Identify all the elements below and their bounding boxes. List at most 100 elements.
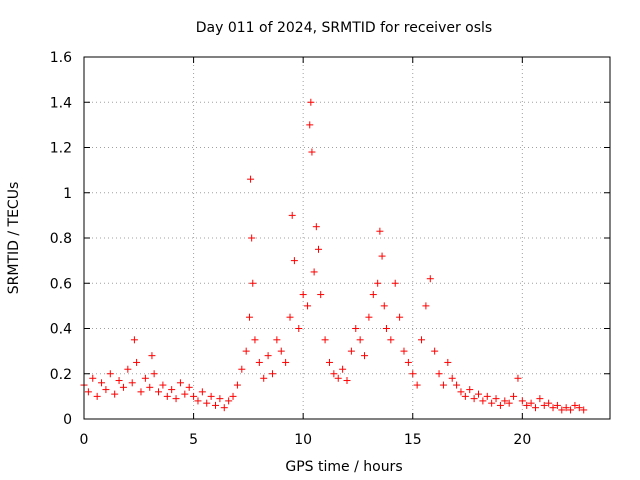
data-point <box>264 352 272 360</box>
data-point <box>141 374 149 382</box>
data-point <box>369 291 377 299</box>
data-point <box>435 370 443 378</box>
data-point <box>146 383 154 391</box>
x-tick-label: 0 <box>80 432 89 448</box>
data-point <box>203 399 211 407</box>
data-point <box>466 386 474 394</box>
data-point <box>325 358 333 366</box>
data-point <box>514 374 522 382</box>
data-point <box>575 404 583 412</box>
data-point <box>562 404 570 412</box>
data-point <box>130 336 138 344</box>
data-point <box>119 383 127 391</box>
data-point <box>220 404 228 412</box>
data-point <box>536 395 544 403</box>
data-point <box>198 388 206 396</box>
data-point <box>150 370 158 378</box>
data-point <box>409 370 417 378</box>
y-tick-label: 1.4 <box>50 95 72 111</box>
data-point <box>558 406 566 414</box>
data-point <box>317 291 325 299</box>
data-point <box>249 279 257 287</box>
data-point <box>527 399 535 407</box>
data-point <box>523 401 531 409</box>
data-point <box>115 377 123 385</box>
data-point <box>580 406 588 414</box>
data-point <box>308 148 316 156</box>
data-point <box>361 352 369 360</box>
data-point <box>439 381 447 389</box>
data-point <box>531 404 539 412</box>
data-point <box>306 121 314 129</box>
x-tick-label: 20 <box>513 432 531 448</box>
data-point <box>268 370 276 378</box>
data-point <box>216 395 224 403</box>
data-point <box>290 257 298 265</box>
data-point <box>448 374 456 382</box>
data-point <box>273 336 281 344</box>
y-tick-label: 1.2 <box>50 141 72 157</box>
data-point <box>225 397 233 405</box>
data-point <box>93 392 101 400</box>
data-point <box>567 406 575 414</box>
data-point <box>194 397 202 405</box>
data-point <box>553 401 561 409</box>
x-tick-label: 5 <box>189 432 198 448</box>
data-point <box>505 399 513 407</box>
data-point <box>207 392 215 400</box>
data-point <box>453 381 461 389</box>
data-point <box>89 374 97 382</box>
data-point <box>510 392 518 400</box>
data-point <box>310 268 318 276</box>
y-tick-label: 1.6 <box>50 50 72 66</box>
data-point <box>295 325 303 332</box>
data-point <box>444 358 452 366</box>
data-point <box>475 390 482 398</box>
data-point <box>148 352 156 360</box>
data-point <box>470 395 478 403</box>
data-point <box>343 377 351 385</box>
data-point <box>431 347 439 355</box>
data-point <box>321 336 329 344</box>
data-point <box>483 392 491 400</box>
data-point <box>212 401 219 409</box>
data-point <box>84 388 92 396</box>
data-point <box>233 381 241 389</box>
data-point <box>111 390 119 398</box>
data-point <box>352 325 360 332</box>
data-point <box>378 252 386 260</box>
data-point <box>155 388 163 396</box>
data-point <box>288 211 296 219</box>
data-point <box>159 381 167 389</box>
data-point <box>307 98 315 106</box>
data-point <box>380 302 388 310</box>
data-point <box>540 401 548 409</box>
data-point <box>185 383 193 391</box>
data-point <box>404 358 412 366</box>
x-tick-label: 10 <box>294 432 312 448</box>
data-point <box>277 347 285 355</box>
y-axis-label: SRMTID / TECUs <box>6 182 22 295</box>
data-point <box>238 365 246 373</box>
y-tick-label: 0.8 <box>50 231 72 247</box>
data-point <box>501 397 509 405</box>
data-point <box>163 392 171 400</box>
data-points <box>80 98 588 414</box>
data-point <box>391 279 399 287</box>
data-point <box>365 313 373 321</box>
data-point <box>133 358 141 366</box>
grid <box>84 57 610 419</box>
data-point <box>190 392 198 400</box>
data-point <box>282 358 290 366</box>
data-point <box>479 397 487 405</box>
data-point <box>339 365 347 373</box>
data-point <box>255 358 263 366</box>
data-point <box>181 390 189 398</box>
data-point <box>545 399 553 407</box>
data-point <box>168 386 176 394</box>
data-point <box>245 313 253 321</box>
data-point <box>356 336 364 344</box>
data-point <box>247 175 255 183</box>
data-point <box>229 392 237 400</box>
